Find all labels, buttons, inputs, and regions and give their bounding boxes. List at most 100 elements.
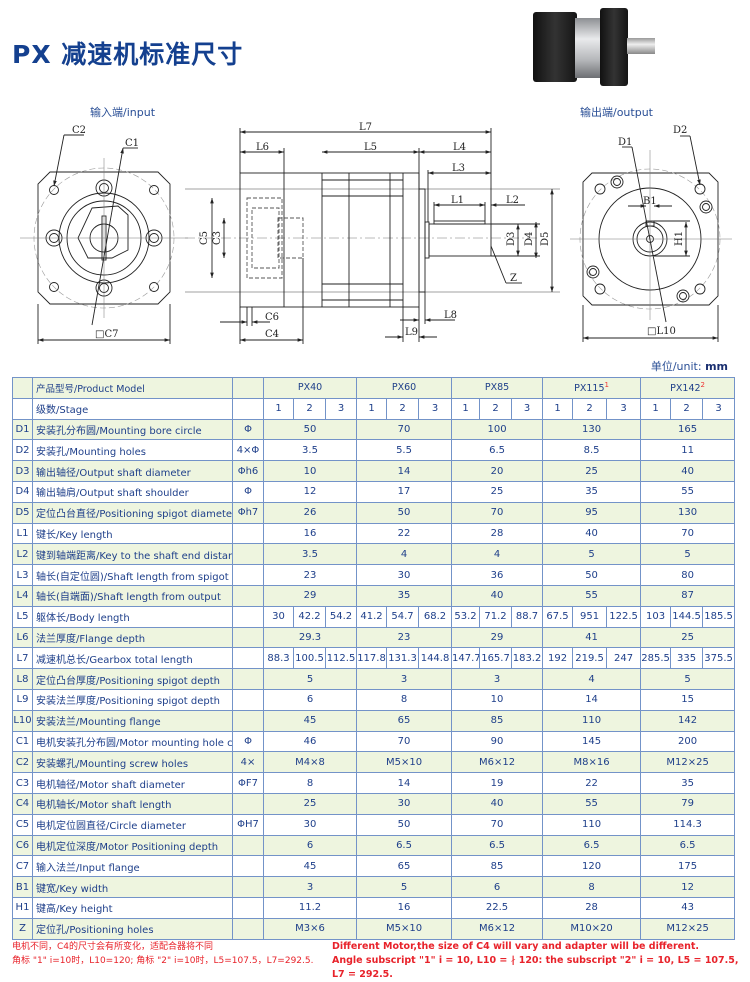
row-code: D4 [12, 480, 33, 503]
row-label: 电机定位圆直径/Circle diameter [32, 813, 233, 836]
value-cell: 55 [542, 792, 642, 815]
value-cell: 103 [640, 605, 672, 628]
side-view [185, 128, 560, 344]
page-title: PX 减速机标准尺寸 [12, 40, 244, 69]
value-cell: 144.8 [418, 647, 453, 670]
value-cell: 20 [451, 460, 544, 482]
value-cell: 30 [262, 813, 358, 836]
unit-label: 单位/unit: mm [651, 358, 728, 374]
value-cell: 185.5 [702, 605, 736, 628]
row-code: B1 [12, 876, 33, 898]
value-cell: 100.5 [293, 647, 326, 670]
value-cell: 6.5 [356, 834, 453, 857]
value-cell: 50 [356, 501, 453, 524]
value-cell: 144.5 [670, 605, 704, 628]
row-code: C4 [12, 792, 33, 815]
value-cell: 25 [262, 792, 358, 815]
row-label: 输出轴径/Output shaft diameter [32, 460, 233, 482]
row-code: L9 [12, 688, 33, 711]
value-cell: 3 [451, 668, 544, 690]
row-symbol: Φ [232, 480, 264, 503]
value-cell: 23 [262, 564, 358, 586]
model-header-px142: PX1422 [640, 377, 736, 399]
value-cell: 117.8 [356, 647, 388, 670]
dim-c4: C4 [265, 329, 279, 340]
value-cell: 55 [640, 480, 736, 503]
value-cell: 5 [262, 668, 358, 690]
model-name: PX40 [297, 382, 323, 394]
note-cn-line1: 电机不同，C4的尺寸会有所变化，适配合器将不同 [12, 942, 214, 952]
table-row-c1: C1 电机安装孔分布圆/Motor mounting hole circle Φ 46… [12, 730, 736, 753]
value-cell: 40 [640, 460, 736, 482]
row-symbol [232, 688, 264, 711]
value-cell: 5 [542, 543, 642, 566]
stage-cell: 3 [324, 397, 358, 420]
value-cell: 112.5 [324, 647, 358, 670]
value-cell: 28 [542, 896, 642, 919]
input-end-view [20, 134, 188, 344]
value-cell: 335 [670, 647, 704, 670]
value-cell: 70 [451, 501, 544, 524]
row-label: 轴长(自定位圆)/Shaft length from spigot [32, 564, 233, 586]
value-cell: 40 [542, 522, 642, 545]
row-symbol: Φh7 [232, 501, 264, 524]
model-name: PX60 [391, 382, 417, 394]
value-cell: 183.2 [511, 647, 544, 670]
value-cell: 11 [640, 439, 736, 462]
value-cell: 6 [262, 688, 358, 711]
row-label: 安装孔分布圆/Mounting bore circle [32, 418, 233, 441]
value-cell: 5 [640, 543, 736, 566]
value-cell: 16 [356, 896, 453, 919]
value-cell: 122.5 [606, 605, 642, 628]
value-cell: 4 [542, 668, 642, 690]
value-cell: 17 [356, 480, 453, 503]
value-cell: 25 [640, 626, 736, 649]
header-code-cell [12, 377, 33, 399]
table-row-c7: C7 输入法兰/Input flange 45 65 85 120 175 [12, 855, 736, 878]
value-cell: 50 [542, 564, 642, 586]
dim-l6: L6 [256, 142, 269, 153]
stage-cell: 3 [606, 397, 642, 420]
value-cell: 65 [356, 709, 453, 732]
row-code: L1 [12, 522, 33, 545]
value-cell: 6.5 [542, 834, 642, 857]
value-cell: 147.7 [451, 647, 481, 670]
stage-cell: 1 [542, 397, 574, 420]
output-view-label: 输出端/output [580, 105, 654, 119]
value-cell: 43 [640, 896, 736, 919]
note-cn: 电机不同，C4的尺寸会有所变化，适配合器将不同 角标 "1" i=10时，L10… [12, 940, 313, 968]
value-cell: 26 [262, 501, 358, 524]
value-cell: 14 [356, 460, 453, 482]
value-cell: 29.3 [262, 626, 358, 649]
unit-value: mm [705, 360, 728, 373]
value-cell: 45 [262, 709, 358, 732]
row-symbol: Φ [232, 730, 264, 753]
row-code: L4 [12, 584, 33, 607]
row-label: 减速机总长/Gearbox total length [32, 647, 233, 670]
dim-l4: L4 [453, 142, 466, 153]
table-row-d5: D5 定位凸台直径/Positioning spigot diameter Φh7 2… [12, 501, 736, 524]
value-cell: 23 [356, 626, 453, 649]
value-cell: 71.2 [479, 605, 513, 628]
value-cell: 28 [451, 522, 544, 545]
row-label: 输入法兰/Input flange [32, 855, 233, 878]
value-cell: 35 [640, 772, 736, 794]
value-cell: 70 [356, 418, 453, 441]
row-label: 键到轴端距离/Key to the shaft end distance [32, 543, 233, 566]
row-code: D1 [12, 418, 33, 441]
model-header-px115: PX1151 [542, 377, 642, 399]
value-cell: 12 [640, 876, 736, 898]
row-symbol [232, 522, 264, 545]
row-code: L5 [12, 605, 33, 628]
stage-cell: 1 [451, 397, 481, 420]
dim-l9: L9 [405, 327, 418, 338]
model-name: PX142 [670, 383, 701, 395]
note-cn-line2: 角标 "1" i=10时，L10=120; 角标 "2" i=10时，L5=10… [12, 956, 314, 966]
value-cell: 45 [262, 855, 358, 878]
row-symbol [232, 834, 264, 857]
dim-z: Z [510, 273, 517, 284]
value-cell: 70 [640, 522, 736, 545]
value-cell: 40 [451, 792, 544, 815]
dim-c6: C6 [265, 312, 279, 323]
stage-cell: 2 [572, 397, 608, 420]
